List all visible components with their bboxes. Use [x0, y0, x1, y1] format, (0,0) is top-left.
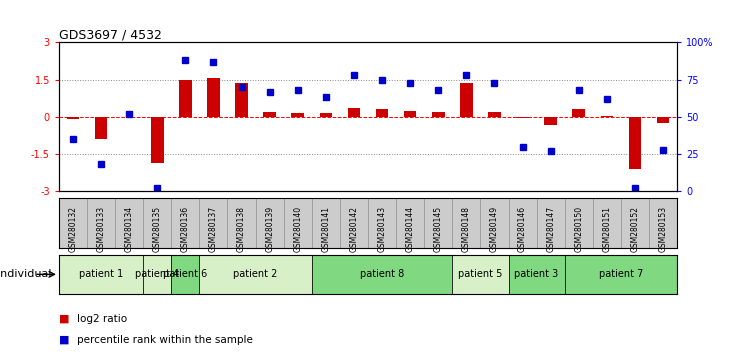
Bar	[340, 198, 368, 248]
Text: ■: ■	[59, 335, 69, 345]
Text: patient 6: patient 6	[163, 269, 208, 279]
Bar	[375, 109, 389, 117]
Bar	[151, 117, 163, 162]
Bar	[657, 117, 669, 123]
Text: GSM280144: GSM280144	[406, 206, 414, 252]
Bar	[404, 110, 417, 117]
Text: ■: ■	[59, 314, 69, 324]
Bar	[481, 198, 509, 248]
Text: GSM280150: GSM280150	[574, 206, 583, 252]
Text: percentile rank within the sample: percentile rank within the sample	[77, 335, 253, 345]
Text: log2 ratio: log2 ratio	[77, 314, 127, 324]
Text: GSM280134: GSM280134	[124, 206, 134, 252]
Bar	[319, 113, 332, 117]
Bar	[424, 198, 453, 248]
Bar	[144, 255, 171, 294]
Bar	[592, 198, 621, 248]
Text: GSM280151: GSM280151	[602, 206, 612, 252]
Text: GDS3697 / 4532: GDS3697 / 4532	[59, 28, 162, 41]
Text: GSM280140: GSM280140	[293, 206, 302, 252]
Bar	[283, 198, 312, 248]
Bar	[59, 198, 87, 248]
Bar	[432, 112, 445, 117]
Bar	[171, 255, 199, 294]
Text: patient 1: patient 1	[79, 269, 123, 279]
Bar	[368, 198, 396, 248]
Bar	[545, 117, 557, 126]
Text: GSM280132: GSM280132	[68, 206, 77, 252]
Text: GSM280136: GSM280136	[181, 206, 190, 252]
Text: patient 3: patient 3	[514, 269, 559, 279]
Bar	[179, 80, 191, 117]
Bar	[144, 198, 171, 248]
Bar	[509, 255, 565, 294]
Text: patient 2: patient 2	[233, 269, 277, 279]
Bar	[453, 255, 509, 294]
Bar	[66, 117, 79, 119]
Bar	[460, 84, 473, 117]
Text: GSM280137: GSM280137	[209, 206, 218, 252]
Bar	[629, 117, 641, 169]
Text: GSM280146: GSM280146	[518, 206, 527, 252]
Bar	[227, 198, 255, 248]
Text: GSM280153: GSM280153	[659, 206, 668, 252]
Bar	[347, 108, 361, 117]
Bar	[171, 198, 199, 248]
Bar	[453, 198, 481, 248]
Bar	[87, 198, 115, 248]
Bar	[516, 117, 529, 118]
Bar	[565, 255, 677, 294]
Text: GSM280135: GSM280135	[153, 206, 162, 252]
Bar	[207, 79, 220, 117]
Bar	[509, 198, 537, 248]
Bar	[565, 198, 592, 248]
Bar	[291, 113, 304, 117]
Bar	[621, 198, 649, 248]
Bar	[236, 84, 248, 117]
Text: patient 7: patient 7	[598, 269, 643, 279]
Bar	[537, 198, 565, 248]
Text: GSM280148: GSM280148	[462, 206, 471, 252]
Text: GSM280149: GSM280149	[490, 206, 499, 252]
Text: GSM280138: GSM280138	[237, 206, 246, 252]
Bar	[59, 255, 144, 294]
Bar	[601, 115, 613, 117]
Bar	[312, 198, 340, 248]
Bar	[263, 112, 276, 117]
Bar	[199, 255, 312, 294]
Text: patient 5: patient 5	[459, 269, 503, 279]
Text: patient 4: patient 4	[135, 269, 180, 279]
Bar	[488, 112, 500, 117]
Text: GSM280147: GSM280147	[546, 206, 555, 252]
Text: patient 8: patient 8	[360, 269, 404, 279]
Bar	[649, 198, 677, 248]
Text: GSM280152: GSM280152	[631, 206, 640, 252]
Bar	[312, 255, 453, 294]
Bar	[255, 198, 283, 248]
Text: individual: individual	[0, 269, 52, 279]
Bar	[95, 117, 107, 139]
Text: GSM280141: GSM280141	[322, 206, 330, 252]
Bar	[396, 198, 424, 248]
Bar	[573, 109, 585, 117]
Text: GSM280145: GSM280145	[434, 206, 443, 252]
Text: GSM280142: GSM280142	[350, 206, 358, 252]
Text: GSM280139: GSM280139	[265, 206, 274, 252]
Bar	[199, 198, 227, 248]
Text: GSM280143: GSM280143	[378, 206, 386, 252]
Text: GSM280133: GSM280133	[96, 206, 105, 252]
Bar	[115, 198, 144, 248]
